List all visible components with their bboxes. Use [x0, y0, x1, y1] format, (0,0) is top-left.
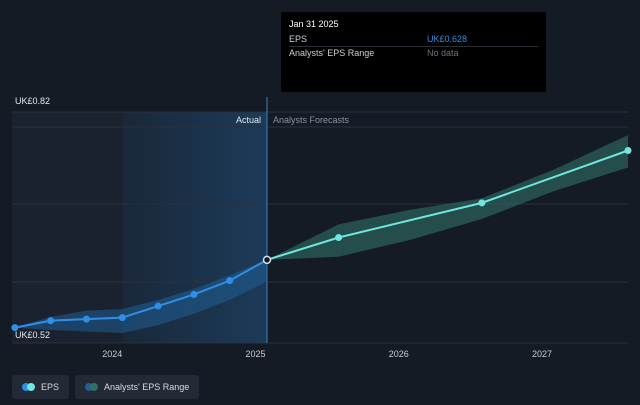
eps-legend-icon: [22, 383, 35, 391]
y-bottom-label: UK£0.52: [15, 330, 50, 340]
legend-eps[interactable]: EPS: [12, 375, 70, 399]
tooltip-row-eps: EPS UK£0.628: [289, 33, 538, 47]
data-point-actual-2: [82, 315, 90, 323]
tooltip-range-label: Analysts' EPS Range: [289, 48, 375, 58]
legend-eps-range-label: Analysts' EPS Range: [104, 382, 190, 392]
section-label-forecast: Analysts Forecasts: [273, 115, 350, 125]
section-label-actual: Actual: [236, 115, 261, 125]
legend-eps-range[interactable]: Analysts' EPS Range: [75, 375, 200, 399]
data-point-actual-6: [226, 277, 234, 285]
x-tick-2025: 2025: [246, 349, 266, 359]
x-tick-2026: 2026: [389, 349, 409, 359]
chart-legend: EPS Analysts' EPS Range: [12, 375, 200, 399]
range-legend-icon: [85, 383, 99, 391]
data-point-actual-7: [262, 255, 272, 265]
hover-tooltip: Jan 31 2025 EPS UK£0.628 Analysts' EPS R…: [281, 12, 546, 92]
eps-range-band-forecast: [266, 135, 628, 260]
x-tick-2027: 2027: [532, 349, 552, 359]
data-point-actual-5: [190, 290, 198, 298]
tooltip-range-value: No data: [427, 48, 459, 58]
tooltip-eps-value: UK£0.628: [427, 34, 468, 44]
x-tick-2024: 2024: [102, 349, 122, 359]
y-top-label: UK£0.82: [15, 96, 50, 106]
series-line-forecast: [266, 149, 629, 261]
data-point-forecast-1: [335, 234, 343, 242]
data-point-forecast-3: [624, 147, 632, 154]
data-point-forecast-2: [478, 199, 486, 207]
tooltip-eps-label: EPS: [289, 34, 308, 44]
data-point-actual-4: [154, 302, 162, 310]
eps-range-band-actual: [14, 259, 267, 333]
series-line-actual: [14, 258, 268, 329]
legend-eps-label: EPS: [41, 382, 60, 392]
tooltip-date: Jan 31 2025: [289, 19, 339, 29]
tooltip-row-range: Analysts' EPS Range No data: [289, 47, 538, 60]
data-point-actual-0: [11, 324, 19, 332]
data-point-actual-1: [47, 317, 55, 325]
data-point-actual-3: [118, 314, 126, 322]
